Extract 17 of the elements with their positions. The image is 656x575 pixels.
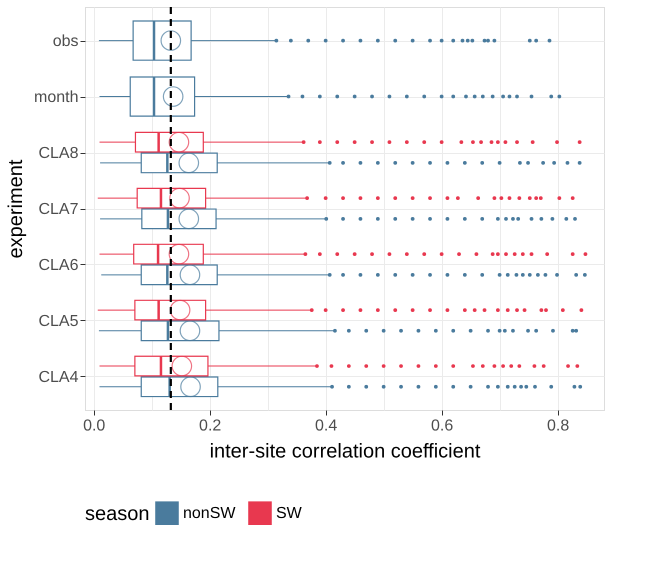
legend-title: season: [85, 503, 150, 525]
legend-label: SW: [276, 505, 303, 522]
y-tick-label: CLA6: [38, 256, 79, 274]
y-tick-label: CLA7: [38, 201, 79, 218]
x-tick-label: 0.6: [431, 418, 454, 434]
x-tick-label: 0.8: [546, 418, 570, 434]
x-tick-label: 0.4: [315, 418, 338, 434]
y-tick-label: obs: [52, 33, 78, 50]
legend-label: nonSW: [183, 505, 236, 522]
x-tick-label: 0.2: [199, 418, 222, 434]
x-tick-label: 0.0: [83, 418, 106, 434]
y-tick-label: CLA8: [38, 145, 79, 162]
y-axis-title: experiment: [5, 159, 28, 258]
y-tick-label: month: [34, 89, 78, 106]
y-tick-label: CLA4: [38, 368, 79, 386]
x-axis-title: inter-site correlation coefficient: [210, 440, 481, 462]
y-tick-label: CLA5: [38, 312, 79, 330]
